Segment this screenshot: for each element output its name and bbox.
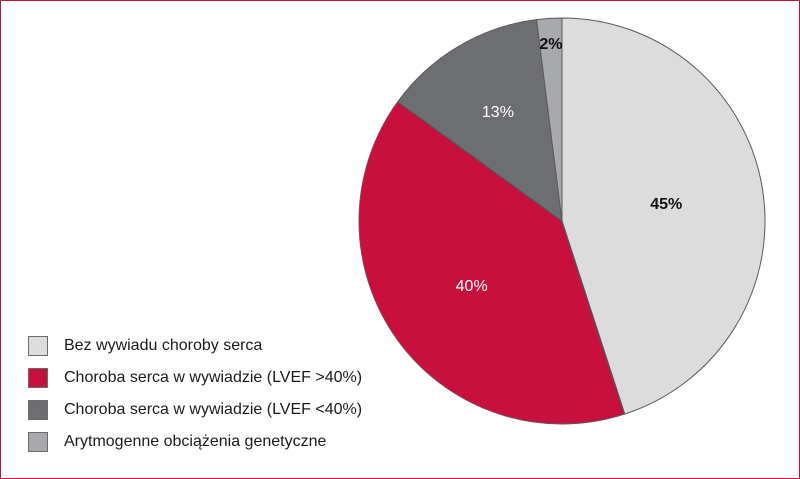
pie-slice (358, 100, 626, 425)
legend-swatch (28, 400, 48, 420)
pie-slice (535, 17, 563, 222)
slice-data-label: 40% (456, 278, 488, 295)
pie-slice (561, 17, 766, 415)
slice-data-label: 2% (539, 36, 562, 53)
legend-swatch (28, 432, 48, 452)
slice-data-label: 45% (650, 196, 682, 213)
slice-data-label: 13% (482, 104, 514, 121)
legend-label: Arytmogenne obciążenia genetyczne (64, 433, 327, 450)
legend-swatch (28, 368, 48, 388)
legend-label: Choroba serca w wywiadzie (LVEF <40%) (64, 401, 363, 418)
legend-swatch (28, 336, 48, 356)
legend-label: Choroba serca w wywiadzie (LVEF >40%) (64, 369, 363, 386)
pie-slice (397, 19, 563, 223)
legend-label: Bez wywiadu choroby serca (64, 337, 263, 354)
